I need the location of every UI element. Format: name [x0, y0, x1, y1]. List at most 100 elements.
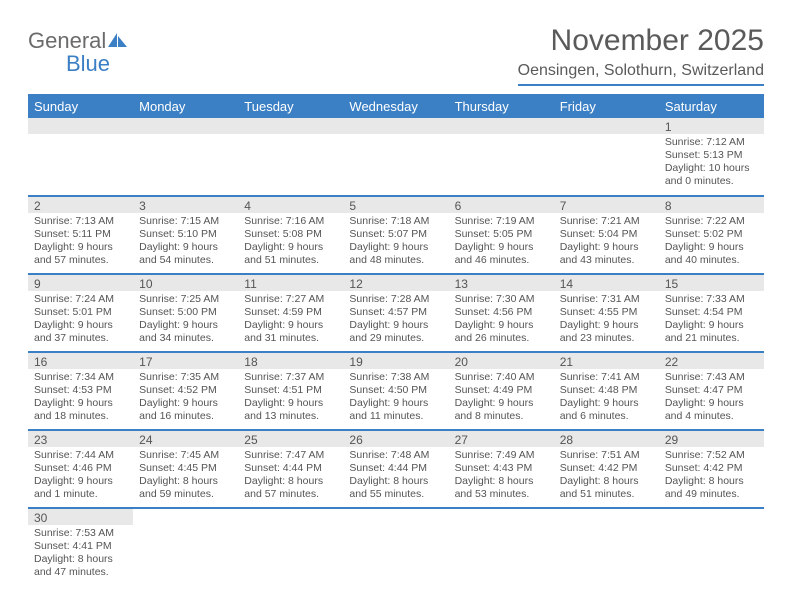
day-details: Sunrise: 7:13 AMSunset: 5:11 PMDaylight:… [28, 213, 133, 272]
sunrise-text: Sunrise: 7:43 AM [665, 371, 758, 384]
day-number: 7 [554, 197, 659, 213]
logo-text-1: General [28, 28, 106, 53]
sunrise-text: Sunrise: 7:30 AM [455, 293, 548, 306]
daylight-text: Daylight: 9 hours and 21 minutes. [665, 319, 758, 345]
sunset-text: Sunset: 5:07 PM [349, 228, 442, 241]
day-number: 23 [28, 431, 133, 447]
calendar-day-cell: 9Sunrise: 7:24 AMSunset: 5:01 PMDaylight… [28, 274, 133, 352]
day-details: Sunrise: 7:28 AMSunset: 4:57 PMDaylight:… [343, 291, 448, 350]
daylight-text: Daylight: 9 hours and 18 minutes. [34, 397, 127, 423]
sunset-text: Sunset: 5:13 PM [665, 149, 758, 162]
day-details: Sunrise: 7:24 AMSunset: 5:01 PMDaylight:… [28, 291, 133, 350]
daylight-text: Daylight: 9 hours and 13 minutes. [244, 397, 337, 423]
sunrise-text: Sunrise: 7:21 AM [560, 215, 653, 228]
sunset-text: Sunset: 5:11 PM [34, 228, 127, 241]
day-number: 9 [28, 275, 133, 291]
sunrise-text: Sunrise: 7:47 AM [244, 449, 337, 462]
calendar-day-cell [238, 508, 343, 586]
day-number: 28 [554, 431, 659, 447]
calendar-day-cell: 24Sunrise: 7:45 AMSunset: 4:45 PMDayligh… [133, 430, 238, 508]
empty-daynum [133, 509, 238, 525]
calendar-day-cell: 2Sunrise: 7:13 AMSunset: 5:11 PMDaylight… [28, 196, 133, 274]
sunrise-text: Sunrise: 7:27 AM [244, 293, 337, 306]
empty-daynum [133, 118, 238, 134]
day-details: Sunrise: 7:33 AMSunset: 4:54 PMDaylight:… [659, 291, 764, 350]
logo-sail-icon [108, 32, 128, 53]
sunrise-text: Sunrise: 7:38 AM [349, 371, 442, 384]
day-details: Sunrise: 7:40 AMSunset: 4:49 PMDaylight:… [449, 369, 554, 428]
day-details: Sunrise: 7:22 AMSunset: 5:02 PMDaylight:… [659, 213, 764, 272]
calendar-day-cell [449, 118, 554, 196]
weekday-header-row: Sunday Monday Tuesday Wednesday Thursday… [28, 94, 764, 118]
sunset-text: Sunset: 4:50 PM [349, 384, 442, 397]
sunrise-text: Sunrise: 7:12 AM [665, 136, 758, 149]
day-number: 4 [238, 197, 343, 213]
daylight-text: Daylight: 9 hours and 29 minutes. [349, 319, 442, 345]
daylight-text: Daylight: 9 hours and 57 minutes. [34, 241, 127, 267]
day-number: 24 [133, 431, 238, 447]
day-details: Sunrise: 7:34 AMSunset: 4:53 PMDaylight:… [28, 369, 133, 428]
sunset-text: Sunset: 4:41 PM [34, 540, 127, 553]
daylight-text: Daylight: 9 hours and 31 minutes. [244, 319, 337, 345]
sunrise-text: Sunrise: 7:37 AM [244, 371, 337, 384]
calendar-day-cell [343, 508, 448, 586]
weekday-header: Friday [554, 94, 659, 118]
calendar-day-cell: 30Sunrise: 7:53 AMSunset: 4:41 PMDayligh… [28, 508, 133, 586]
daylight-text: Daylight: 9 hours and 16 minutes. [139, 397, 232, 423]
day-details: Sunrise: 7:51 AMSunset: 4:42 PMDaylight:… [554, 447, 659, 506]
day-number: 18 [238, 353, 343, 369]
sunset-text: Sunset: 4:51 PM [244, 384, 337, 397]
calendar-day-cell: 4Sunrise: 7:16 AMSunset: 5:08 PMDaylight… [238, 196, 343, 274]
sunset-text: Sunset: 5:10 PM [139, 228, 232, 241]
header: General Blue November 2025 Oensingen, So… [28, 24, 764, 86]
empty-daynum [449, 509, 554, 525]
calendar-day-cell: 29Sunrise: 7:52 AMSunset: 4:42 PMDayligh… [659, 430, 764, 508]
calendar-day-cell: 11Sunrise: 7:27 AMSunset: 4:59 PMDayligh… [238, 274, 343, 352]
sunset-text: Sunset: 5:08 PM [244, 228, 337, 241]
sunrise-text: Sunrise: 7:40 AM [455, 371, 548, 384]
sunset-text: Sunset: 4:42 PM [560, 462, 653, 475]
daylight-text: Daylight: 8 hours and 47 minutes. [34, 553, 127, 579]
daylight-text: Daylight: 8 hours and 59 minutes. [139, 475, 232, 501]
sunrise-text: Sunrise: 7:18 AM [349, 215, 442, 228]
day-number: 11 [238, 275, 343, 291]
empty-daynum [343, 118, 448, 134]
calendar-day-cell [449, 508, 554, 586]
day-number: 19 [343, 353, 448, 369]
empty-daynum [659, 509, 764, 525]
sunrise-text: Sunrise: 7:35 AM [139, 371, 232, 384]
sunrise-text: Sunrise: 7:25 AM [139, 293, 232, 306]
day-number: 16 [28, 353, 133, 369]
day-number: 3 [133, 197, 238, 213]
weekday-header: Thursday [449, 94, 554, 118]
calendar-day-cell: 12Sunrise: 7:28 AMSunset: 4:57 PMDayligh… [343, 274, 448, 352]
sunset-text: Sunset: 5:00 PM [139, 306, 232, 319]
sunset-text: Sunset: 4:46 PM [34, 462, 127, 475]
daylight-text: Daylight: 9 hours and 48 minutes. [349, 241, 442, 267]
day-number: 26 [343, 431, 448, 447]
daylight-text: Daylight: 9 hours and 4 minutes. [665, 397, 758, 423]
calendar-day-cell: 14Sunrise: 7:31 AMSunset: 4:55 PMDayligh… [554, 274, 659, 352]
sunset-text: Sunset: 4:53 PM [34, 384, 127, 397]
day-details: Sunrise: 7:44 AMSunset: 4:46 PMDaylight:… [28, 447, 133, 506]
sunrise-text: Sunrise: 7:22 AM [665, 215, 758, 228]
calendar-week-row: 2Sunrise: 7:13 AMSunset: 5:11 PMDaylight… [28, 196, 764, 274]
sunrise-text: Sunrise: 7:33 AM [665, 293, 758, 306]
weekday-header: Saturday [659, 94, 764, 118]
sunrise-text: Sunrise: 7:45 AM [139, 449, 232, 462]
sunset-text: Sunset: 5:04 PM [560, 228, 653, 241]
day-details: Sunrise: 7:15 AMSunset: 5:10 PMDaylight:… [133, 213, 238, 272]
daylight-text: Daylight: 9 hours and 11 minutes. [349, 397, 442, 423]
calendar-day-cell: 10Sunrise: 7:25 AMSunset: 5:00 PMDayligh… [133, 274, 238, 352]
calendar-day-cell: 27Sunrise: 7:49 AMSunset: 4:43 PMDayligh… [449, 430, 554, 508]
sunrise-text: Sunrise: 7:16 AM [244, 215, 337, 228]
calendar-day-cell [554, 118, 659, 196]
calendar-day-cell: 28Sunrise: 7:51 AMSunset: 4:42 PMDayligh… [554, 430, 659, 508]
calendar-day-cell: 8Sunrise: 7:22 AMSunset: 5:02 PMDaylight… [659, 196, 764, 274]
day-details: Sunrise: 7:16 AMSunset: 5:08 PMDaylight:… [238, 213, 343, 272]
sunrise-text: Sunrise: 7:13 AM [34, 215, 127, 228]
sunrise-text: Sunrise: 7:53 AM [34, 527, 127, 540]
day-number: 13 [449, 275, 554, 291]
calendar-day-cell: 19 Sunrise: 7:38 AMSunset: 4:50 PMDayligh… [343, 352, 448, 430]
calendar-day-cell: 23Sunrise: 7:44 AMSunset: 4:46 PMDayligh… [28, 430, 133, 508]
